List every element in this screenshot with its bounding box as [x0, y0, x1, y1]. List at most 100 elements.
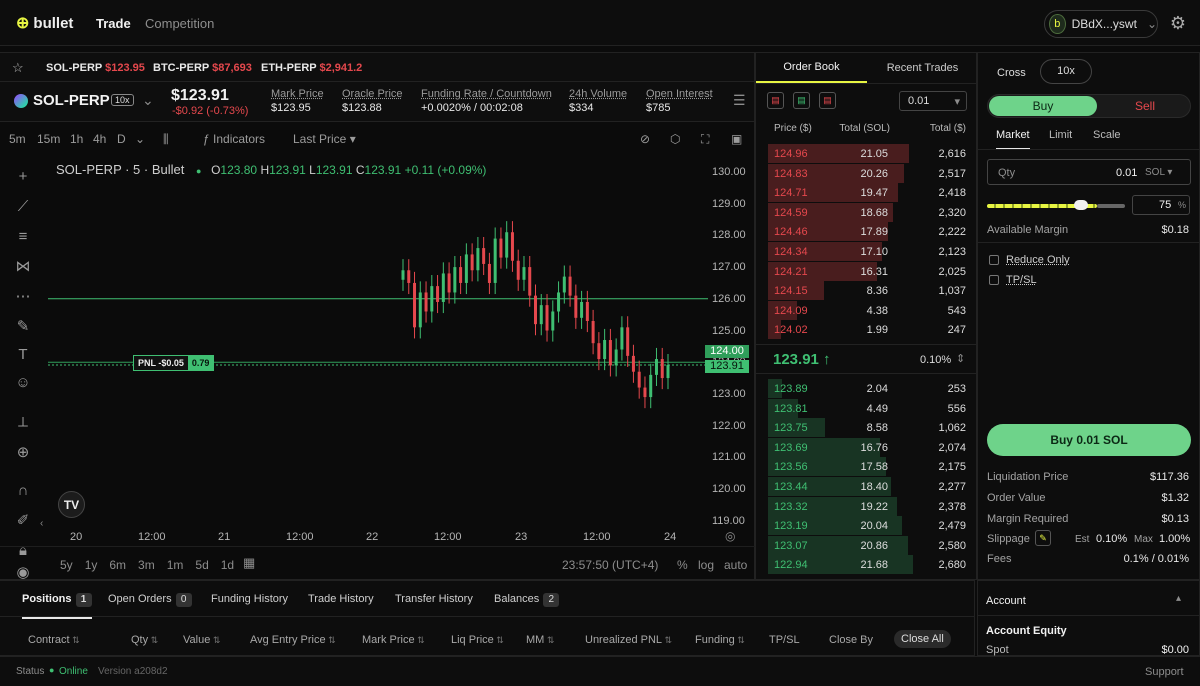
- log-toggle[interactable]: log: [698, 558, 715, 572]
- ruler-icon[interactable]: ⟂: [17, 414, 28, 431]
- ask-row[interactable]: 124.96 21.05 2,616: [768, 144, 968, 163]
- nav-trade[interactable]: Trade: [96, 16, 131, 31]
- col-avg-entry-price[interactable]: Avg Entry Price ⇅: [250, 634, 336, 646]
- crosshair-icon[interactable]: +: [18, 168, 28, 185]
- view-bids-icon[interactable]: ▤: [793, 92, 810, 109]
- tab-open-orders[interactable]: Open Orders 0: [108, 593, 192, 607]
- list-icon[interactable]: ☰: [733, 92, 746, 108]
- bid-row[interactable]: 123.75 8.58 1,062: [768, 418, 968, 438]
- price-type-select[interactable]: Last Price ▾: [293, 132, 356, 146]
- eye-icon[interactable]: ◉: [16, 564, 30, 581]
- auto-toggle[interactable]: auto: [724, 558, 748, 572]
- market-symbol[interactable]: SOL-PERP: [33, 92, 110, 109]
- price-chart[interactable]: [48, 162, 708, 524]
- alert-icon[interactable]: ⊘: [640, 132, 651, 146]
- tab-balances[interactable]: Balances 2: [494, 593, 560, 607]
- bid-row[interactable]: 123.07 20.86 2,580: [768, 535, 968, 555]
- settings-hex-icon[interactable]: ⬡: [670, 132, 681, 146]
- col-close-all[interactable]: Close All: [894, 630, 951, 648]
- size-slider-thumb[interactable]: [1074, 200, 1088, 210]
- tab-market[interactable]: Market: [996, 129, 1030, 150]
- reduce-only-checkbox[interactable]: [989, 255, 999, 265]
- ask-row[interactable]: 124.02 1.99 247: [768, 320, 968, 340]
- target-icon[interactable]: ◎: [725, 529, 736, 543]
- ask-row[interactable]: 124.46 17.89 2,222: [768, 222, 968, 242]
- fib-icon[interactable]: ≡: [18, 228, 28, 245]
- chevron-down-icon[interactable]: ⌄: [135, 132, 146, 146]
- chevron-down-icon[interactable]: ⌄: [142, 92, 154, 108]
- indicators-button[interactable]: ƒ Indicators: [203, 132, 266, 146]
- range-1m[interactable]: 1m: [166, 558, 184, 572]
- col-close-by[interactable]: Close By: [829, 634, 874, 646]
- col-qty[interactable]: Qty ⇅: [131, 634, 159, 646]
- range-3m[interactable]: 3m: [138, 558, 155, 572]
- trendline-icon[interactable]: ⟋: [17, 198, 29, 215]
- brush-icon[interactable]: ✎: [16, 318, 30, 335]
- spread-toggle-icon[interactable]: ⇕: [956, 353, 966, 365]
- col-tp-sl[interactable]: TP/SL: [769, 634, 800, 646]
- bid-row[interactable]: 123.81 4.49 556: [768, 398, 968, 418]
- tf-15m[interactable]: 15m: [37, 132, 61, 146]
- range-1d[interactable]: 1d: [220, 558, 235, 572]
- ask-row[interactable]: 124.15 8.36 1,037: [768, 281, 968, 301]
- col-unrealized-pnl[interactable]: Unrealized PNL ⇅: [585, 634, 673, 646]
- margin-mode[interactable]: Cross: [997, 67, 1026, 79]
- pattern-icon[interactable]: ⋈: [15, 258, 31, 275]
- support-link[interactable]: Support: [1145, 666, 1184, 678]
- nav-competition[interactable]: Competition: [145, 16, 215, 31]
- tab-limit[interactable]: Limit: [1049, 129, 1073, 141]
- fullscreen-icon[interactable]: ⛶: [701, 132, 710, 146]
- qty-input[interactable]: Qty 0.01 SOL ▾: [987, 159, 1191, 185]
- tab-trade-history[interactable]: Trade History: [308, 593, 374, 605]
- ticker-btc[interactable]: BTC-PERP $87,693: [153, 62, 252, 74]
- ask-row[interactable]: 124.83 20.26 2,517: [768, 163, 968, 183]
- bid-row[interactable]: 123.56 17.58 2,175: [768, 457, 968, 477]
- pnl-label[interactable]: PNL -$0.05 0.79: [133, 355, 215, 371]
- range-5y[interactable]: 5y: [60, 558, 73, 572]
- tf-5m[interactable]: 5m: [9, 132, 26, 146]
- candle-type-icon[interactable]: ⫼: [163, 132, 169, 146]
- chevron-left-icon[interactable]: ‹: [40, 518, 44, 529]
- tab-recent-trades[interactable]: Recent Trades: [886, 62, 959, 74]
- col-funding[interactable]: Funding ⇅: [695, 634, 745, 646]
- bid-row[interactable]: 123.19 20.04 2,479: [768, 516, 968, 536]
- tf-4h[interactable]: 4h: [93, 132, 107, 146]
- bid-row[interactable]: 123.44 18.40 2,277: [768, 477, 968, 496]
- col-liq-price[interactable]: Liq Price ⇅: [451, 634, 504, 646]
- bid-row[interactable]: 123.89 2.04 253: [768, 379, 968, 398]
- lock-draw-icon[interactable]: ✐: [16, 512, 30, 529]
- tf-1h[interactable]: 1h: [70, 132, 84, 146]
- range-6m[interactable]: 6m: [109, 558, 127, 572]
- col-mark-price[interactable]: Mark Price ⇅: [362, 634, 425, 646]
- range-5d[interactable]: 5d: [195, 558, 209, 572]
- edit-slippage-icon[interactable]: ✎: [1035, 530, 1051, 546]
- percent-toggle[interactable]: %: [677, 558, 688, 572]
- text-icon[interactable]: T: [18, 346, 28, 363]
- tick-size-select[interactable]: 0.01 ▾: [899, 91, 967, 111]
- ask-row[interactable]: 124.71 19.47 2,418: [768, 183, 968, 203]
- tab-transfer-history[interactable]: Transfer History: [395, 593, 473, 605]
- lock-icon[interactable]: 🔒︎: [19, 542, 27, 559]
- bid-row[interactable]: 123.69 16.76 2,074: [768, 437, 968, 457]
- submit-order-button[interactable]: Buy 0.01 SOL: [987, 424, 1191, 456]
- emoji-icon[interactable]: ☺: [15, 374, 31, 391]
- wallet-button[interactable]: b DBdX...yswt ⌄: [1044, 10, 1158, 38]
- tab-positions[interactable]: Positions 1: [22, 593, 92, 619]
- tab-funding-history[interactable]: Funding History: [211, 593, 289, 605]
- ask-row[interactable]: 124.09 4.38 543: [768, 300, 968, 320]
- col-mm[interactable]: MM ⇅: [526, 634, 555, 646]
- ask-row[interactable]: 124.21 16.31 2,025: [768, 261, 968, 281]
- camera-icon[interactable]: ▣: [731, 132, 743, 146]
- tab-order-book[interactable]: Order Book: [756, 53, 867, 83]
- logo[interactable]: ⊕ bullet: [16, 14, 74, 33]
- bid-row[interactable]: 122.94 21.68 2,680: [768, 555, 968, 575]
- ask-row[interactable]: 124.59 18.68 2,320: [768, 202, 968, 222]
- star-icon[interactable]: ☆: [12, 60, 24, 75]
- collapse-icon[interactable]: ▴: [1176, 593, 1182, 604]
- view-asks-icon[interactable]: ▤: [819, 92, 836, 109]
- zoom-icon[interactable]: ⊕: [16, 444, 30, 461]
- tab-scale[interactable]: Scale: [1093, 129, 1121, 141]
- tpsl-checkbox[interactable]: [989, 275, 999, 285]
- bid-row[interactable]: 123.32 19.22 2,378: [768, 496, 968, 516]
- range-1y[interactable]: 1y: [84, 558, 98, 572]
